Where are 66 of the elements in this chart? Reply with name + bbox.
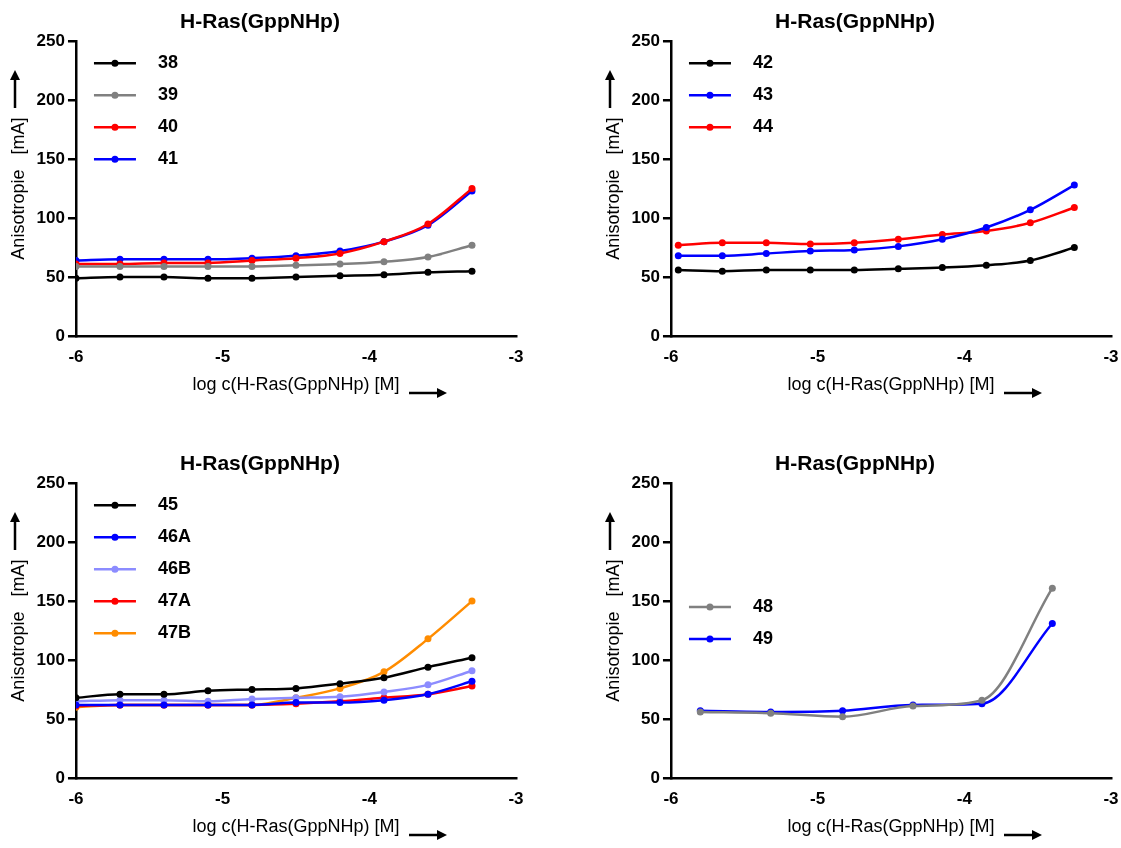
y-tick-label: 0 (650, 767, 660, 787)
x-tick-label: -3 (508, 788, 524, 808)
x-tick-label: -5 (810, 788, 826, 808)
x-tick-label: -6 (663, 788, 679, 808)
y-tick-label: 200 (631, 531, 660, 551)
y-tick-label: 100 (36, 207, 65, 227)
x-axis-title: log c(H-Ras(GppNHp) [M] (787, 816, 995, 837)
x-tick-label: -4 (956, 346, 973, 366)
y-tick-label: 0 (650, 325, 660, 345)
y-tick-label: 100 (631, 649, 660, 669)
y-tick-label: 200 (631, 89, 660, 109)
y-tick-label: 0 (55, 325, 65, 345)
y-tick-label: 50 (46, 708, 65, 728)
x-tick-label: -6 (663, 346, 679, 366)
legend-label: 38 (157, 52, 178, 73)
x-axis-title: log c(H-Ras(GppNHp) [M] (192, 374, 400, 395)
legend-label: 47A (157, 590, 191, 611)
x-tick-label: -4 (361, 346, 378, 366)
y-axis-title: Anisotropie [mA] (602, 117, 623, 260)
y-tick-label: 150 (631, 590, 660, 610)
y-axis-title: Anisotropie [mA] (7, 117, 28, 260)
x-tick-label: -5 (810, 346, 826, 366)
x-tick-label: -3 (1103, 346, 1119, 366)
legend-label: 40 (157, 116, 178, 137)
legend-label: 42 (752, 52, 773, 73)
x-tick-label: -6 (68, 346, 84, 366)
legend-label: 46A (157, 526, 191, 547)
x-axis-title: log c(H-Ras(GppNHp) [M] (787, 374, 995, 395)
legend-label: 44 (752, 116, 773, 137)
legend-label: 48 (752, 595, 773, 616)
y-tick-label: 100 (36, 649, 65, 669)
legend-label: 43 (752, 84, 773, 105)
y-tick-label: 250 (36, 472, 65, 492)
y-tick-label: 250 (631, 472, 660, 492)
y-tick-label: 50 (641, 708, 660, 728)
x-tick-label: -5 (215, 788, 231, 808)
chart-title: H-Ras(GppNHp) (775, 451, 935, 475)
x-tick-label: -4 (361, 788, 378, 808)
x-tick-label: -3 (508, 346, 524, 366)
chart-title: H-Ras(GppNHp) (180, 9, 340, 33)
y-tick-label: 200 (36, 531, 65, 551)
y-tick-label: 250 (631, 30, 660, 50)
y-tick-label: 50 (46, 266, 65, 286)
x-tick-label: -3 (1103, 788, 1119, 808)
y-tick-label: 250 (36, 30, 65, 50)
y-tick-label: 150 (631, 148, 660, 168)
y-axis-title: Anisotropie [mA] (602, 559, 623, 702)
legend-label: 39 (157, 84, 178, 105)
y-tick-label: 0 (55, 767, 65, 787)
chart-title: H-Ras(GppNHp) (180, 451, 340, 475)
legend-label: 41 (157, 148, 178, 169)
y-tick-label: 150 (36, 148, 65, 168)
x-axis-title: log c(H-Ras(GppNHp) [M] (192, 816, 400, 837)
x-tick-label: -5 (215, 346, 231, 366)
y-axis-title: Anisotropie [mA] (7, 559, 28, 702)
legend-label: 49 (752, 627, 773, 648)
y-tick-label: 150 (36, 590, 65, 610)
x-tick-label: -4 (956, 788, 973, 808)
legend-label: 46B (157, 558, 191, 579)
legend-label: 45 (157, 494, 178, 515)
chart-title: H-Ras(GppNHp) (775, 9, 935, 33)
y-tick-label: 50 (641, 266, 660, 286)
legend-label: 47B (157, 622, 191, 643)
y-tick-label: 200 (36, 89, 65, 109)
x-tick-label: -6 (68, 788, 84, 808)
y-tick-label: 100 (631, 207, 660, 227)
